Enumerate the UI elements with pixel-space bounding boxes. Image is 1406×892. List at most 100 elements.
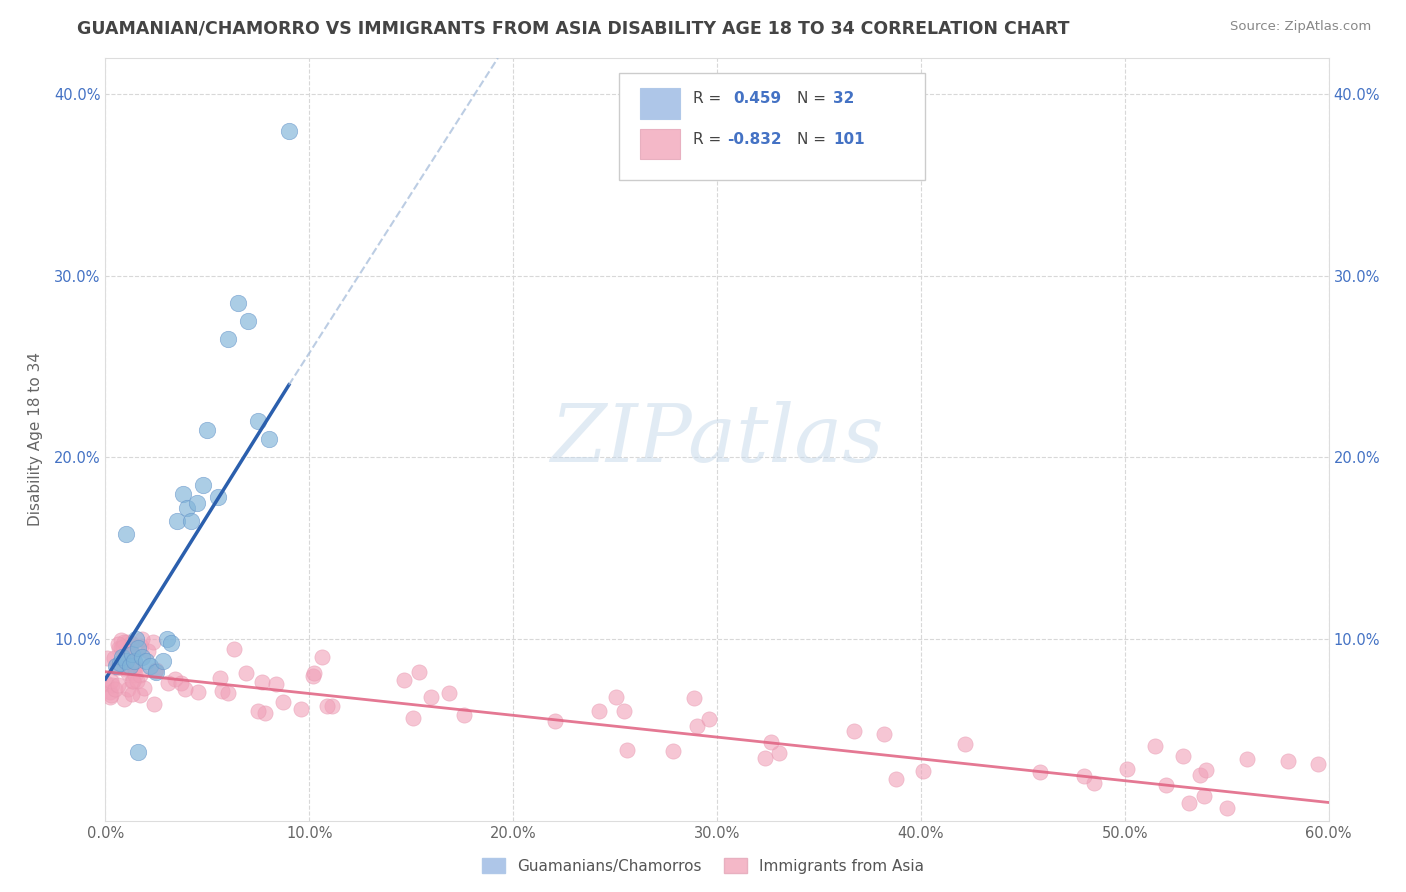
Point bbox=[129, 639, 152, 653]
Point bbox=[143, 664, 166, 678]
Point bbox=[115, 654, 138, 668]
Text: R =: R = bbox=[693, 132, 721, 147]
Point bbox=[121, 674, 143, 689]
Point bbox=[145, 665, 167, 679]
Point bbox=[112, 660, 135, 674]
Point bbox=[127, 641, 149, 656]
Point bbox=[122, 659, 145, 673]
Point bbox=[911, 764, 934, 779]
Point bbox=[278, 123, 301, 137]
Text: Source: ZipAtlas.com: Source: ZipAtlas.com bbox=[1230, 20, 1371, 33]
Point bbox=[127, 745, 149, 759]
Point bbox=[217, 686, 239, 700]
Text: N =: N = bbox=[797, 132, 825, 147]
Point bbox=[544, 714, 567, 728]
Point bbox=[321, 699, 343, 714]
Point bbox=[176, 501, 198, 516]
Point bbox=[112, 635, 135, 649]
Point bbox=[257, 433, 280, 447]
Point bbox=[437, 686, 460, 700]
Text: -0.832: -0.832 bbox=[727, 132, 782, 147]
Point bbox=[111, 650, 134, 665]
Legend: Guamanians/Chamorros, Immigrants from Asia: Guamanians/Chamorros, Immigrants from As… bbox=[475, 852, 931, 880]
Point bbox=[122, 654, 145, 668]
Point bbox=[111, 640, 134, 655]
Point bbox=[129, 667, 152, 681]
Y-axis label: Disability Age 18 to 34: Disability Age 18 to 34 bbox=[28, 352, 42, 526]
Point bbox=[142, 635, 165, 649]
Point bbox=[1308, 757, 1330, 772]
Point bbox=[264, 677, 287, 691]
Point bbox=[304, 665, 326, 680]
Point bbox=[107, 678, 129, 692]
Point bbox=[588, 704, 610, 718]
Point bbox=[235, 666, 257, 681]
Point bbox=[103, 651, 125, 665]
Point bbox=[139, 659, 162, 673]
Point bbox=[873, 727, 896, 741]
Point bbox=[98, 685, 121, 699]
Point bbox=[152, 654, 174, 668]
Text: 0.459: 0.459 bbox=[733, 91, 782, 106]
Point bbox=[408, 665, 430, 679]
Point bbox=[1277, 755, 1299, 769]
Point bbox=[683, 691, 706, 706]
Text: N =: N = bbox=[797, 91, 825, 106]
FancyBboxPatch shape bbox=[640, 88, 681, 119]
Point bbox=[110, 632, 132, 647]
Point bbox=[224, 642, 246, 657]
Point bbox=[252, 675, 274, 690]
Point bbox=[115, 635, 138, 649]
Point bbox=[1154, 778, 1177, 792]
Point bbox=[128, 688, 150, 702]
Point bbox=[108, 656, 131, 670]
Point bbox=[1083, 776, 1105, 790]
Point bbox=[662, 744, 685, 758]
Point bbox=[165, 672, 187, 686]
Text: ZIPatlas: ZIPatlas bbox=[550, 401, 884, 478]
Point bbox=[605, 690, 627, 704]
Text: 32: 32 bbox=[834, 91, 855, 106]
Point bbox=[211, 684, 233, 698]
Point bbox=[247, 414, 270, 428]
Point bbox=[207, 491, 229, 505]
Point bbox=[120, 645, 142, 659]
Point bbox=[120, 636, 142, 650]
Point bbox=[613, 704, 636, 718]
Point bbox=[402, 711, 425, 725]
Point bbox=[112, 692, 135, 706]
Point bbox=[125, 632, 148, 646]
Point bbox=[1073, 769, 1095, 783]
Point bbox=[115, 526, 138, 541]
Text: R =: R = bbox=[693, 91, 721, 106]
Point bbox=[121, 687, 143, 701]
Point bbox=[186, 496, 208, 510]
Text: 101: 101 bbox=[834, 132, 865, 147]
Point bbox=[392, 673, 415, 687]
Point bbox=[1189, 768, 1212, 782]
Point bbox=[754, 750, 776, 764]
Point bbox=[159, 635, 181, 649]
Point bbox=[271, 694, 294, 708]
Point bbox=[217, 333, 239, 347]
Point bbox=[104, 682, 127, 697]
Point bbox=[118, 659, 141, 673]
Point bbox=[117, 666, 139, 681]
Point bbox=[117, 681, 139, 696]
Point bbox=[136, 643, 159, 657]
Point bbox=[155, 632, 177, 646]
Point bbox=[699, 712, 721, 726]
Point bbox=[1143, 739, 1166, 753]
Point bbox=[254, 706, 277, 720]
Point bbox=[1216, 801, 1239, 815]
Point bbox=[1177, 796, 1199, 810]
Point bbox=[236, 314, 259, 328]
Point bbox=[98, 690, 121, 705]
Point bbox=[290, 702, 312, 716]
Point bbox=[104, 659, 127, 673]
Point bbox=[195, 423, 219, 437]
Point bbox=[135, 654, 157, 668]
FancyBboxPatch shape bbox=[640, 129, 681, 160]
Point bbox=[170, 676, 193, 690]
Point bbox=[96, 650, 118, 665]
